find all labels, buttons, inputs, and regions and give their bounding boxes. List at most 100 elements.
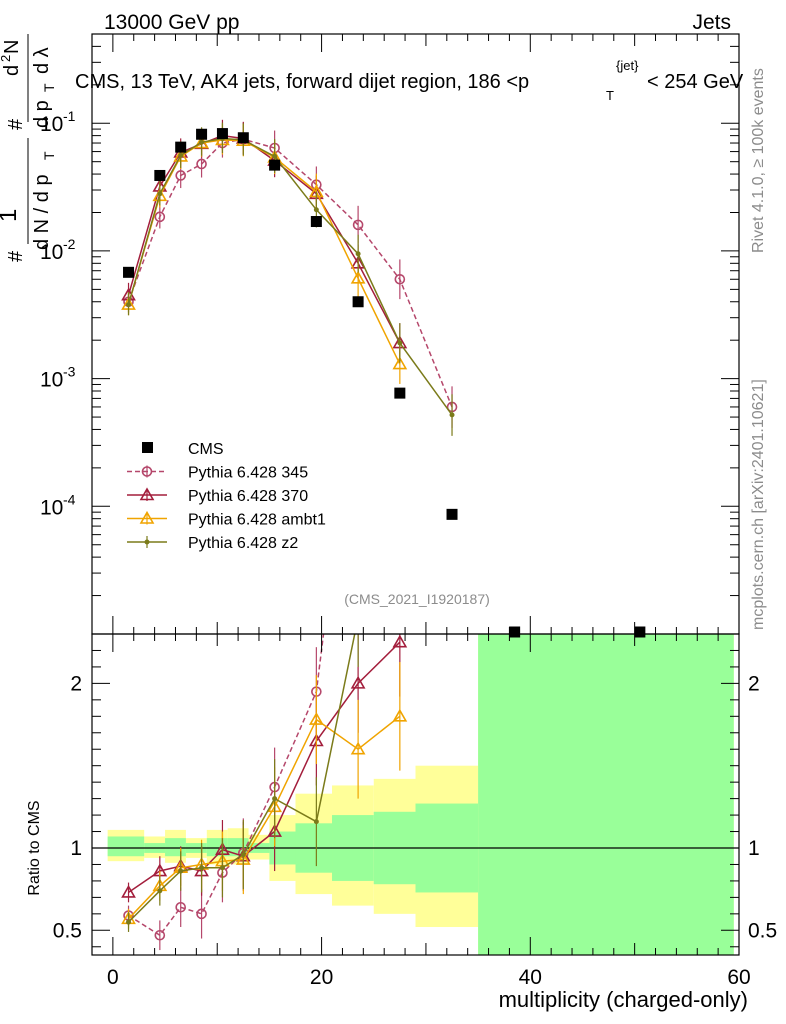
ratio-point-s2-9 [392,708,408,722]
main-ytick-exp-0: -1 [63,108,76,124]
ratio-point-s0-3 [196,908,207,920]
ratio-point-s3-5 [240,852,246,858]
cms-point-12 [634,626,646,638]
main-point-s2-8 [350,270,366,284]
main-ytick-exp-3: -4 [63,491,76,507]
x-tick-label-1: 20 [310,966,333,989]
ratio-panel-marks [121,634,408,951]
ratio-point-s3-4 [219,865,225,871]
cms-point-2 [175,141,187,153]
legend-marker-cms [142,442,153,453]
main-point-s0-3 [196,158,207,170]
svg-text:N: N [1,40,23,54]
svg-text:d N / d p: d N / d p [31,174,53,250]
svg-text:2: 2 [0,55,13,62]
main-point-s3-6 [272,153,278,159]
main-ytick-label-3: 10 -4 [40,491,76,519]
main-point-s0-1 [154,211,166,223]
stat-band-2 [165,838,186,857]
ratio-point-s3-0 [126,919,132,925]
x-axis-title: multiplicity (charged-only) [499,987,748,1012]
ratio-point-s3-2 [178,868,184,874]
chart-title: CMS, 13 TeV, AK4 jets, forward dijet reg… [75,58,744,103]
main-ytick-base-2: 10 [40,369,63,392]
ratio-ytick-label-right-1: 1 [748,837,760,860]
main-ytick-base-3: 10 [40,496,63,519]
x-tick-label-2: 40 [519,966,542,989]
main-point-s3-8 [355,251,361,257]
main-line-series-1 [127,134,401,344]
svg-text:d p: d p [31,100,53,128]
x-tick-label-0: 0 [107,966,119,989]
main-ytick-label-2: 10 -3 [40,364,76,392]
ratio-point-s3-6 [272,796,278,802]
ratio-point-s0-2 [175,901,187,913]
main-point-s0-9 [394,273,406,285]
main-point-s0-2 [175,170,187,181]
main-point-s3-1 [157,191,163,197]
main-ytick-label-1: 10 -2 [40,236,76,264]
stat-band-12 [478,634,734,955]
mcplots-label: mcplots.cern.ch [arXiv:2401.10621] [750,379,767,630]
main-ytick-label-0: 10 -1 [40,108,76,136]
cms-point-0 [123,266,135,278]
cms-point-9 [394,387,406,399]
svg-text:T: T [41,83,57,92]
legend-label-2: Pythia 6.428 ambt1 [188,512,326,529]
svg-text:1: 1 [0,209,22,222]
main-ytick-exp-1: -2 [63,236,76,252]
ratio-point-s1-8 [350,675,366,689]
ratio-uncertainty-bands [92,634,739,955]
ratio-y-axis-title: Ratio to CMS [26,800,43,895]
ratio-frame [91,633,740,956]
svg-text:T: T [41,151,57,160]
cms-point-4 [216,128,228,140]
cms-point-7 [310,216,322,228]
stat-band-0 [107,836,145,857]
ratio-point-s2-7 [308,711,324,725]
svg-text:{jet}: {jet} [616,58,639,73]
svg-text:T: T [606,88,614,103]
ratio-point-s0-1 [154,929,166,941]
legend-label-1: Pythia 6.428 370 [188,488,308,505]
header-category-label: Jets [692,11,731,34]
ratio-ytick-label-left-0: 0.5 [53,919,82,942]
main-y-axis-title: # 1 d N / d p T # d 2 N d p T d λ [0,34,57,262]
svg-text:d λ: d λ [31,47,53,74]
legend-marker-2 [139,510,155,524]
svg-text:#: # [5,250,27,262]
ratio-line-series-1 [128,641,401,894]
cms-point-3 [196,128,208,140]
ratio-ytick-label-left-1: 1 [70,837,82,860]
ratio-point-s3-1 [157,888,163,894]
cms-point-5 [237,132,249,144]
main-line-series-0 [127,138,453,408]
legend-marker-3 [144,539,150,545]
main-point-s3-7 [313,207,319,213]
main-point-s3-2 [178,152,184,158]
cms-point-11 [509,626,521,638]
legend-marker-1 [139,487,155,501]
main-point-s3-10 [449,412,455,418]
cms-point-8 [352,296,364,308]
main-point-s0-8 [352,219,364,231]
main-ytick-exp-2: -3 [63,364,76,380]
ratio-point-s1-9 [392,634,408,648]
analysis-id-label: (CMS_2021_I1920187) [344,591,490,607]
cms-point-6 [269,159,281,171]
rivet-version-label: Rivet 4.1.0, ≥ 100k events [750,68,767,253]
svg-text:< 254 GeV: < 254 GeV [647,71,744,93]
main-point-s3-9 [397,340,403,346]
ratio-ytick-label-right-2: 2 [748,672,760,695]
main-point-s3-3 [199,139,205,145]
ratio-point-s1-0 [121,884,136,898]
main-ytick-base-1: 10 [40,241,63,264]
legend-label-0: Pythia 6.428 345 [188,465,308,482]
svg-text:CMS, 13 TeV, AK4 jets, forward: CMS, 13 TeV, AK4 jets, forward dijet reg… [75,71,529,93]
ratio-point-s3-7 [313,819,319,825]
header-beam-label: 13000 GeV pp [104,11,239,34]
ratio-ytick-label-right-0: 0.5 [748,919,777,942]
cms-point-10 [446,508,458,520]
